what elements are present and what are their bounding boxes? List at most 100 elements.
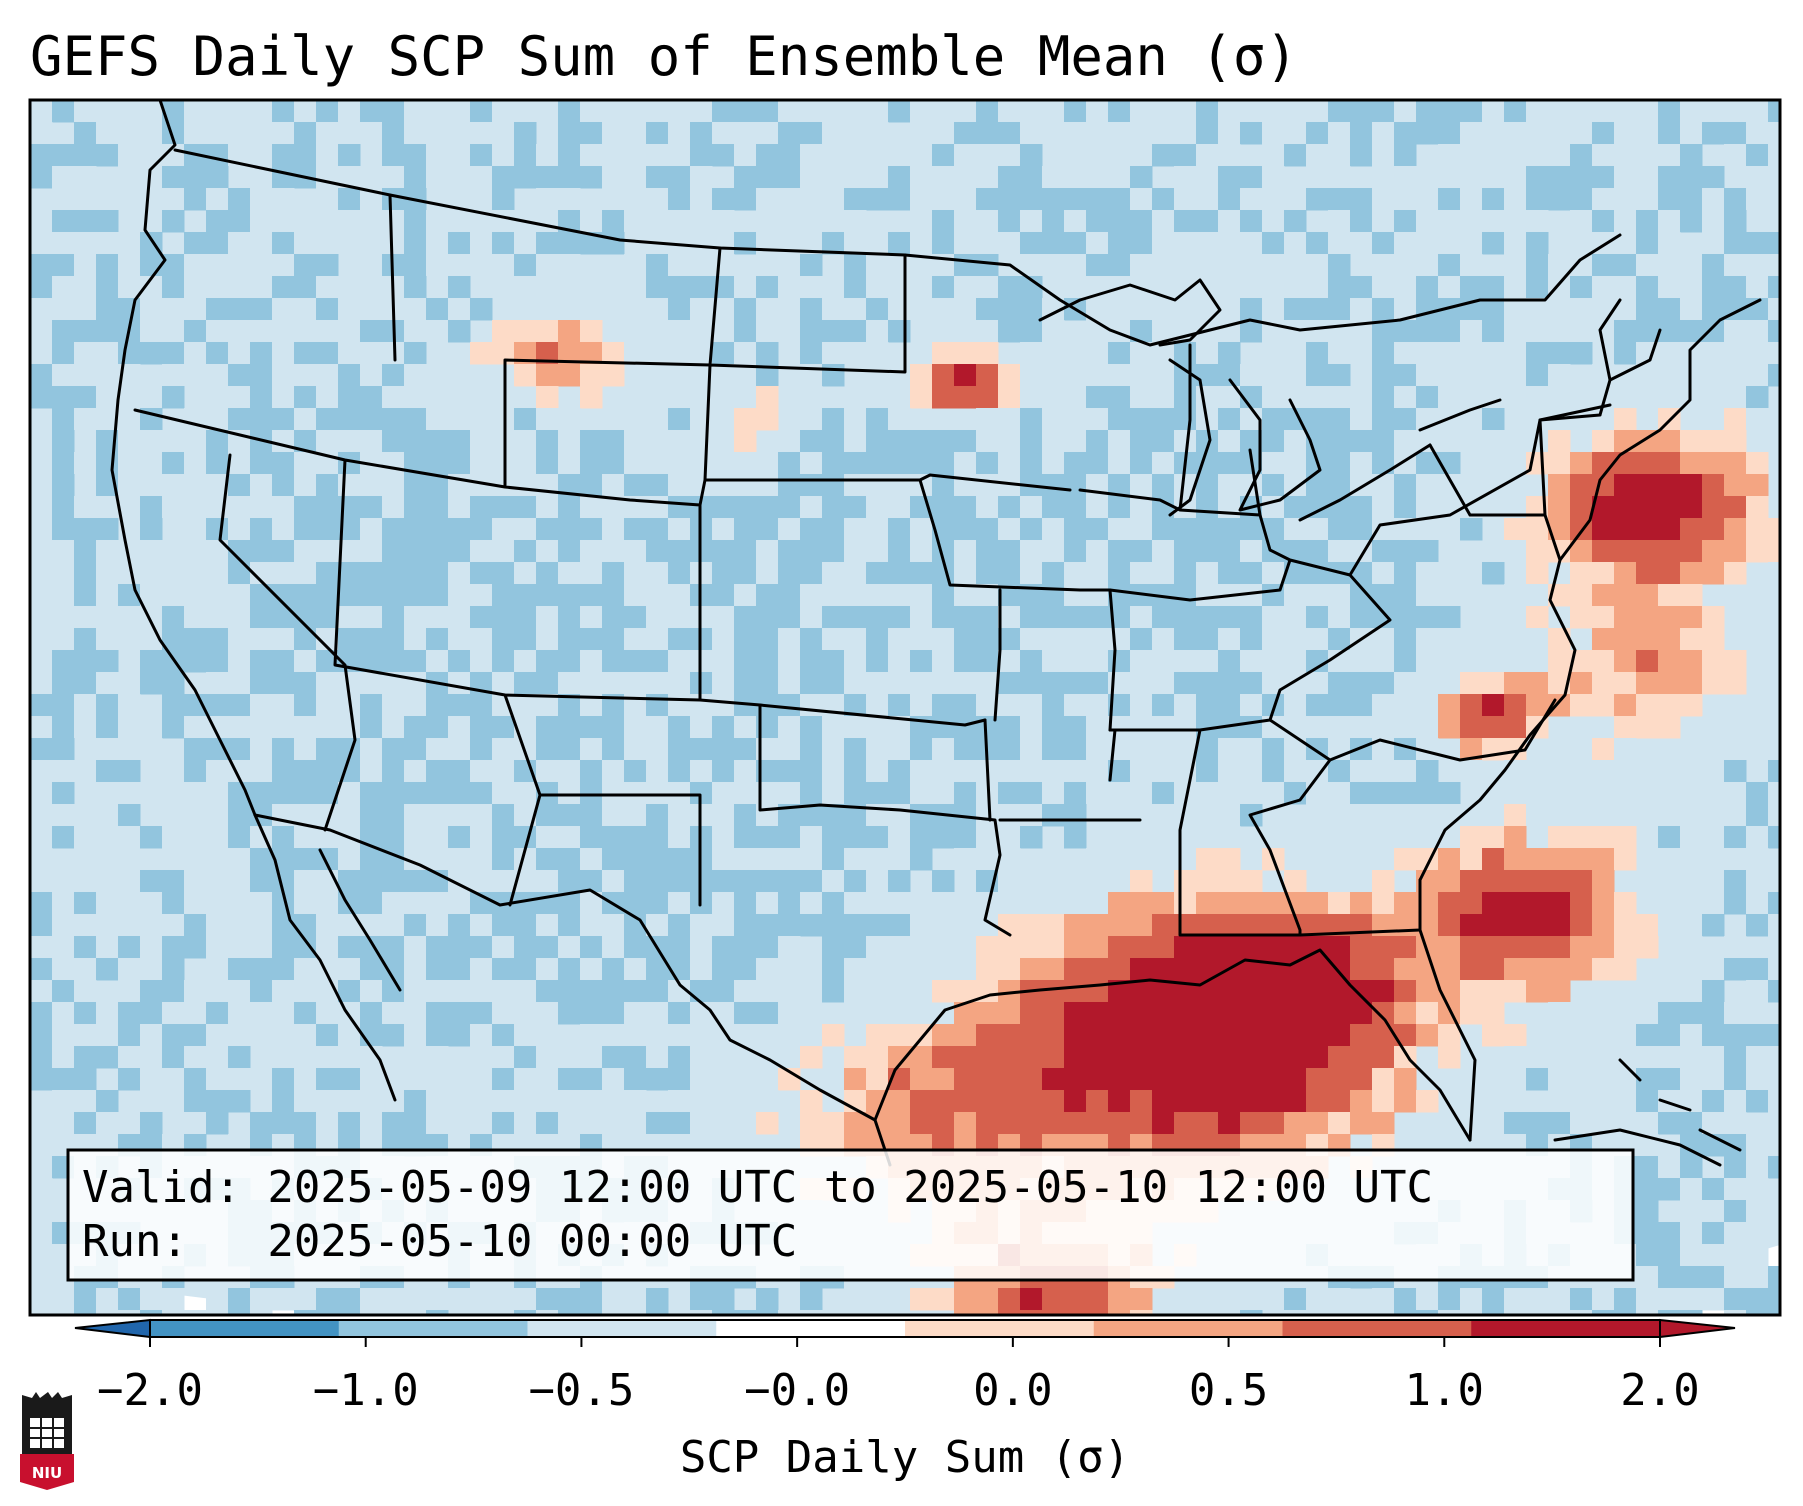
field-cell xyxy=(668,848,691,871)
field-cell xyxy=(1284,254,1307,277)
field-cell xyxy=(514,694,537,717)
field-cell xyxy=(1636,1068,1659,1091)
field-cell xyxy=(1504,914,1527,937)
field-cell xyxy=(184,474,207,497)
field-cell xyxy=(844,782,867,805)
field-cell xyxy=(646,650,669,673)
field-cell xyxy=(382,166,405,189)
field-cell xyxy=(1306,826,1329,849)
field-cell xyxy=(1262,232,1285,255)
field-cell xyxy=(250,100,273,123)
field-cell xyxy=(1174,1090,1197,1113)
field-cell xyxy=(1482,1002,1505,1025)
field-cell xyxy=(1504,1310,1527,1315)
field-cell xyxy=(1636,628,1659,651)
field-cell xyxy=(1130,452,1153,475)
field-cell xyxy=(580,914,603,937)
field-cell xyxy=(800,1090,823,1113)
field-cell xyxy=(888,826,911,849)
field-cell xyxy=(844,210,867,233)
field-cell xyxy=(404,892,427,915)
field-cell xyxy=(910,826,933,849)
field-cell xyxy=(954,298,977,321)
field-cell xyxy=(1592,1112,1615,1135)
field-cell xyxy=(1724,826,1747,849)
field-cell xyxy=(1020,628,1043,651)
field-cell xyxy=(1086,1068,1109,1091)
field-cell xyxy=(844,540,867,563)
field-cell xyxy=(426,958,449,981)
field-cell xyxy=(1020,804,1043,827)
field-cell xyxy=(1196,1002,1219,1025)
field-cell xyxy=(162,826,185,849)
field-cell xyxy=(646,210,669,233)
field-cell xyxy=(536,628,559,651)
info-box: Valid: 2025-05-09 12:00 UTC to 2025-05-1… xyxy=(66,1148,1635,1282)
field-cell xyxy=(1372,254,1395,277)
field-cell xyxy=(888,188,911,211)
field-cell xyxy=(426,232,449,255)
field-cell xyxy=(1438,320,1461,343)
field-cell xyxy=(1174,738,1197,761)
field-cell xyxy=(976,958,999,981)
field-cell xyxy=(976,452,999,475)
field-cell xyxy=(1306,694,1329,717)
field-cell xyxy=(514,298,537,321)
field-cell xyxy=(294,540,317,563)
field-cell xyxy=(1724,760,1747,783)
field-cell xyxy=(1086,628,1109,651)
field-cell xyxy=(1702,122,1725,145)
field-cell xyxy=(316,496,339,519)
field-cell xyxy=(162,782,185,805)
field-cell xyxy=(1218,122,1241,145)
field-cell xyxy=(932,694,955,717)
field-cell xyxy=(96,1310,119,1315)
field-cell xyxy=(1680,276,1703,299)
field-cell xyxy=(932,716,955,739)
field-cell xyxy=(52,672,75,695)
field-cell xyxy=(1262,100,1285,123)
field-cell xyxy=(734,672,757,695)
field-cell xyxy=(1306,342,1329,365)
field-cell xyxy=(1284,584,1307,607)
field-cell xyxy=(1504,166,1527,189)
field-cell xyxy=(1636,232,1659,255)
field-cell xyxy=(822,408,845,431)
field-cell xyxy=(536,342,559,365)
field-cell xyxy=(646,870,669,893)
field-cell xyxy=(800,540,823,563)
field-cell xyxy=(734,870,757,893)
field-cell xyxy=(1240,606,1263,629)
field-cell xyxy=(514,232,537,255)
field-cell xyxy=(1416,1024,1439,1047)
field-cell xyxy=(910,144,933,167)
field-cell xyxy=(712,738,735,761)
field-cell xyxy=(690,210,713,233)
field-cell xyxy=(1504,100,1527,123)
field-cell xyxy=(1570,848,1593,871)
field-cell xyxy=(52,452,75,475)
field-cell xyxy=(668,738,691,761)
field-cell xyxy=(646,540,669,563)
field-cell xyxy=(316,694,339,717)
field-cell xyxy=(1504,694,1527,717)
field-cell xyxy=(1020,650,1043,673)
field-cell xyxy=(1218,1002,1241,1025)
field-cell xyxy=(1240,188,1263,211)
field-cell xyxy=(74,166,97,189)
field-cell xyxy=(1130,914,1153,937)
field-cell xyxy=(470,496,493,519)
field-cell xyxy=(1526,1068,1549,1091)
field-cell xyxy=(1746,320,1769,343)
field-cell xyxy=(1680,166,1703,189)
field-cell xyxy=(206,1002,229,1025)
field-cell xyxy=(360,232,383,255)
field-cell xyxy=(1394,386,1417,409)
field-cell xyxy=(1218,408,1241,431)
field-cell xyxy=(74,1288,97,1311)
field-cell xyxy=(404,452,427,475)
field-cell xyxy=(1614,188,1637,211)
field-cell xyxy=(910,254,933,277)
field-cell xyxy=(624,584,647,607)
field-cell xyxy=(1768,232,1780,255)
